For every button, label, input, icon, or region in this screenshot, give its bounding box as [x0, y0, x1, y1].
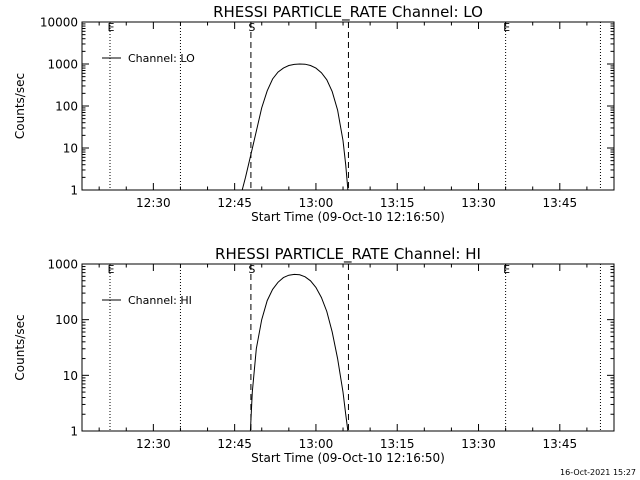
y-tick-label: 10 [63, 142, 78, 156]
chart-panel-2: RHESSI PARTICLE_RATE Channel: HI Counts/s… [13, 245, 615, 465]
x-axis-label: Start Time (09-Oct-10 12:16:50) [251, 451, 445, 465]
x-tick-label: 12:30 [136, 196, 171, 210]
y-tick-label: 1 [70, 425, 78, 439]
y-tick-label: 1000 [47, 258, 78, 272]
y-tick-label: 10000 [40, 16, 78, 30]
event-marker-label: E [503, 263, 510, 276]
event-marker-label: S [248, 21, 255, 34]
y-tick-label: 1000 [47, 58, 78, 72]
legend-label: Channel: HI [128, 294, 192, 307]
event-marker-label: E [108, 21, 115, 34]
x-tick-label: 13:00 [299, 437, 334, 451]
y-tick-label: 1 [70, 184, 78, 198]
legend-label: Channel: LO [128, 52, 195, 65]
data-series-line [241, 63, 349, 191]
plot-timestamp: 16-Oct-2021 15:27 [560, 468, 636, 477]
x-tick-label: 13:15 [380, 437, 415, 451]
chart-title: RHESSI PARTICLE_RATE Channel: LO [213, 3, 483, 22]
x-tick-label: 12:45 [217, 196, 252, 210]
x-tick-label: 13:45 [543, 196, 578, 210]
event-marker-label: E [108, 263, 115, 276]
y-tick-label: 100 [55, 100, 78, 114]
y-axis-label: Counts/sec [13, 73, 27, 139]
x-tick-label: 13:15 [380, 196, 415, 210]
event-marker-label: E [503, 21, 510, 34]
data-series-line [249, 273, 349, 432]
x-tick-label: 13:45 [543, 437, 578, 451]
y-tick-label: 100 [55, 313, 78, 327]
event-marker-label: S [248, 263, 255, 276]
x-tick-label: 12:30 [136, 437, 171, 451]
y-axis-label: Counts/sec [13, 314, 27, 380]
x-tick-label: 13:30 [461, 196, 496, 210]
chart-title: RHESSI PARTICLE_RATE Channel: HI [215, 245, 481, 264]
y-tick-label: 10 [63, 369, 78, 383]
x-tick-label: 13:00 [299, 196, 334, 210]
chart-panel-1: RHESSI PARTICLE_RATE Channel: LO Counts/s… [13, 3, 615, 224]
x-tick-label: 13:30 [461, 437, 496, 451]
x-tick-label: 12:45 [217, 437, 252, 451]
x-axis-label: Start Time (09-Oct-10 12:16:50) [251, 210, 445, 224]
